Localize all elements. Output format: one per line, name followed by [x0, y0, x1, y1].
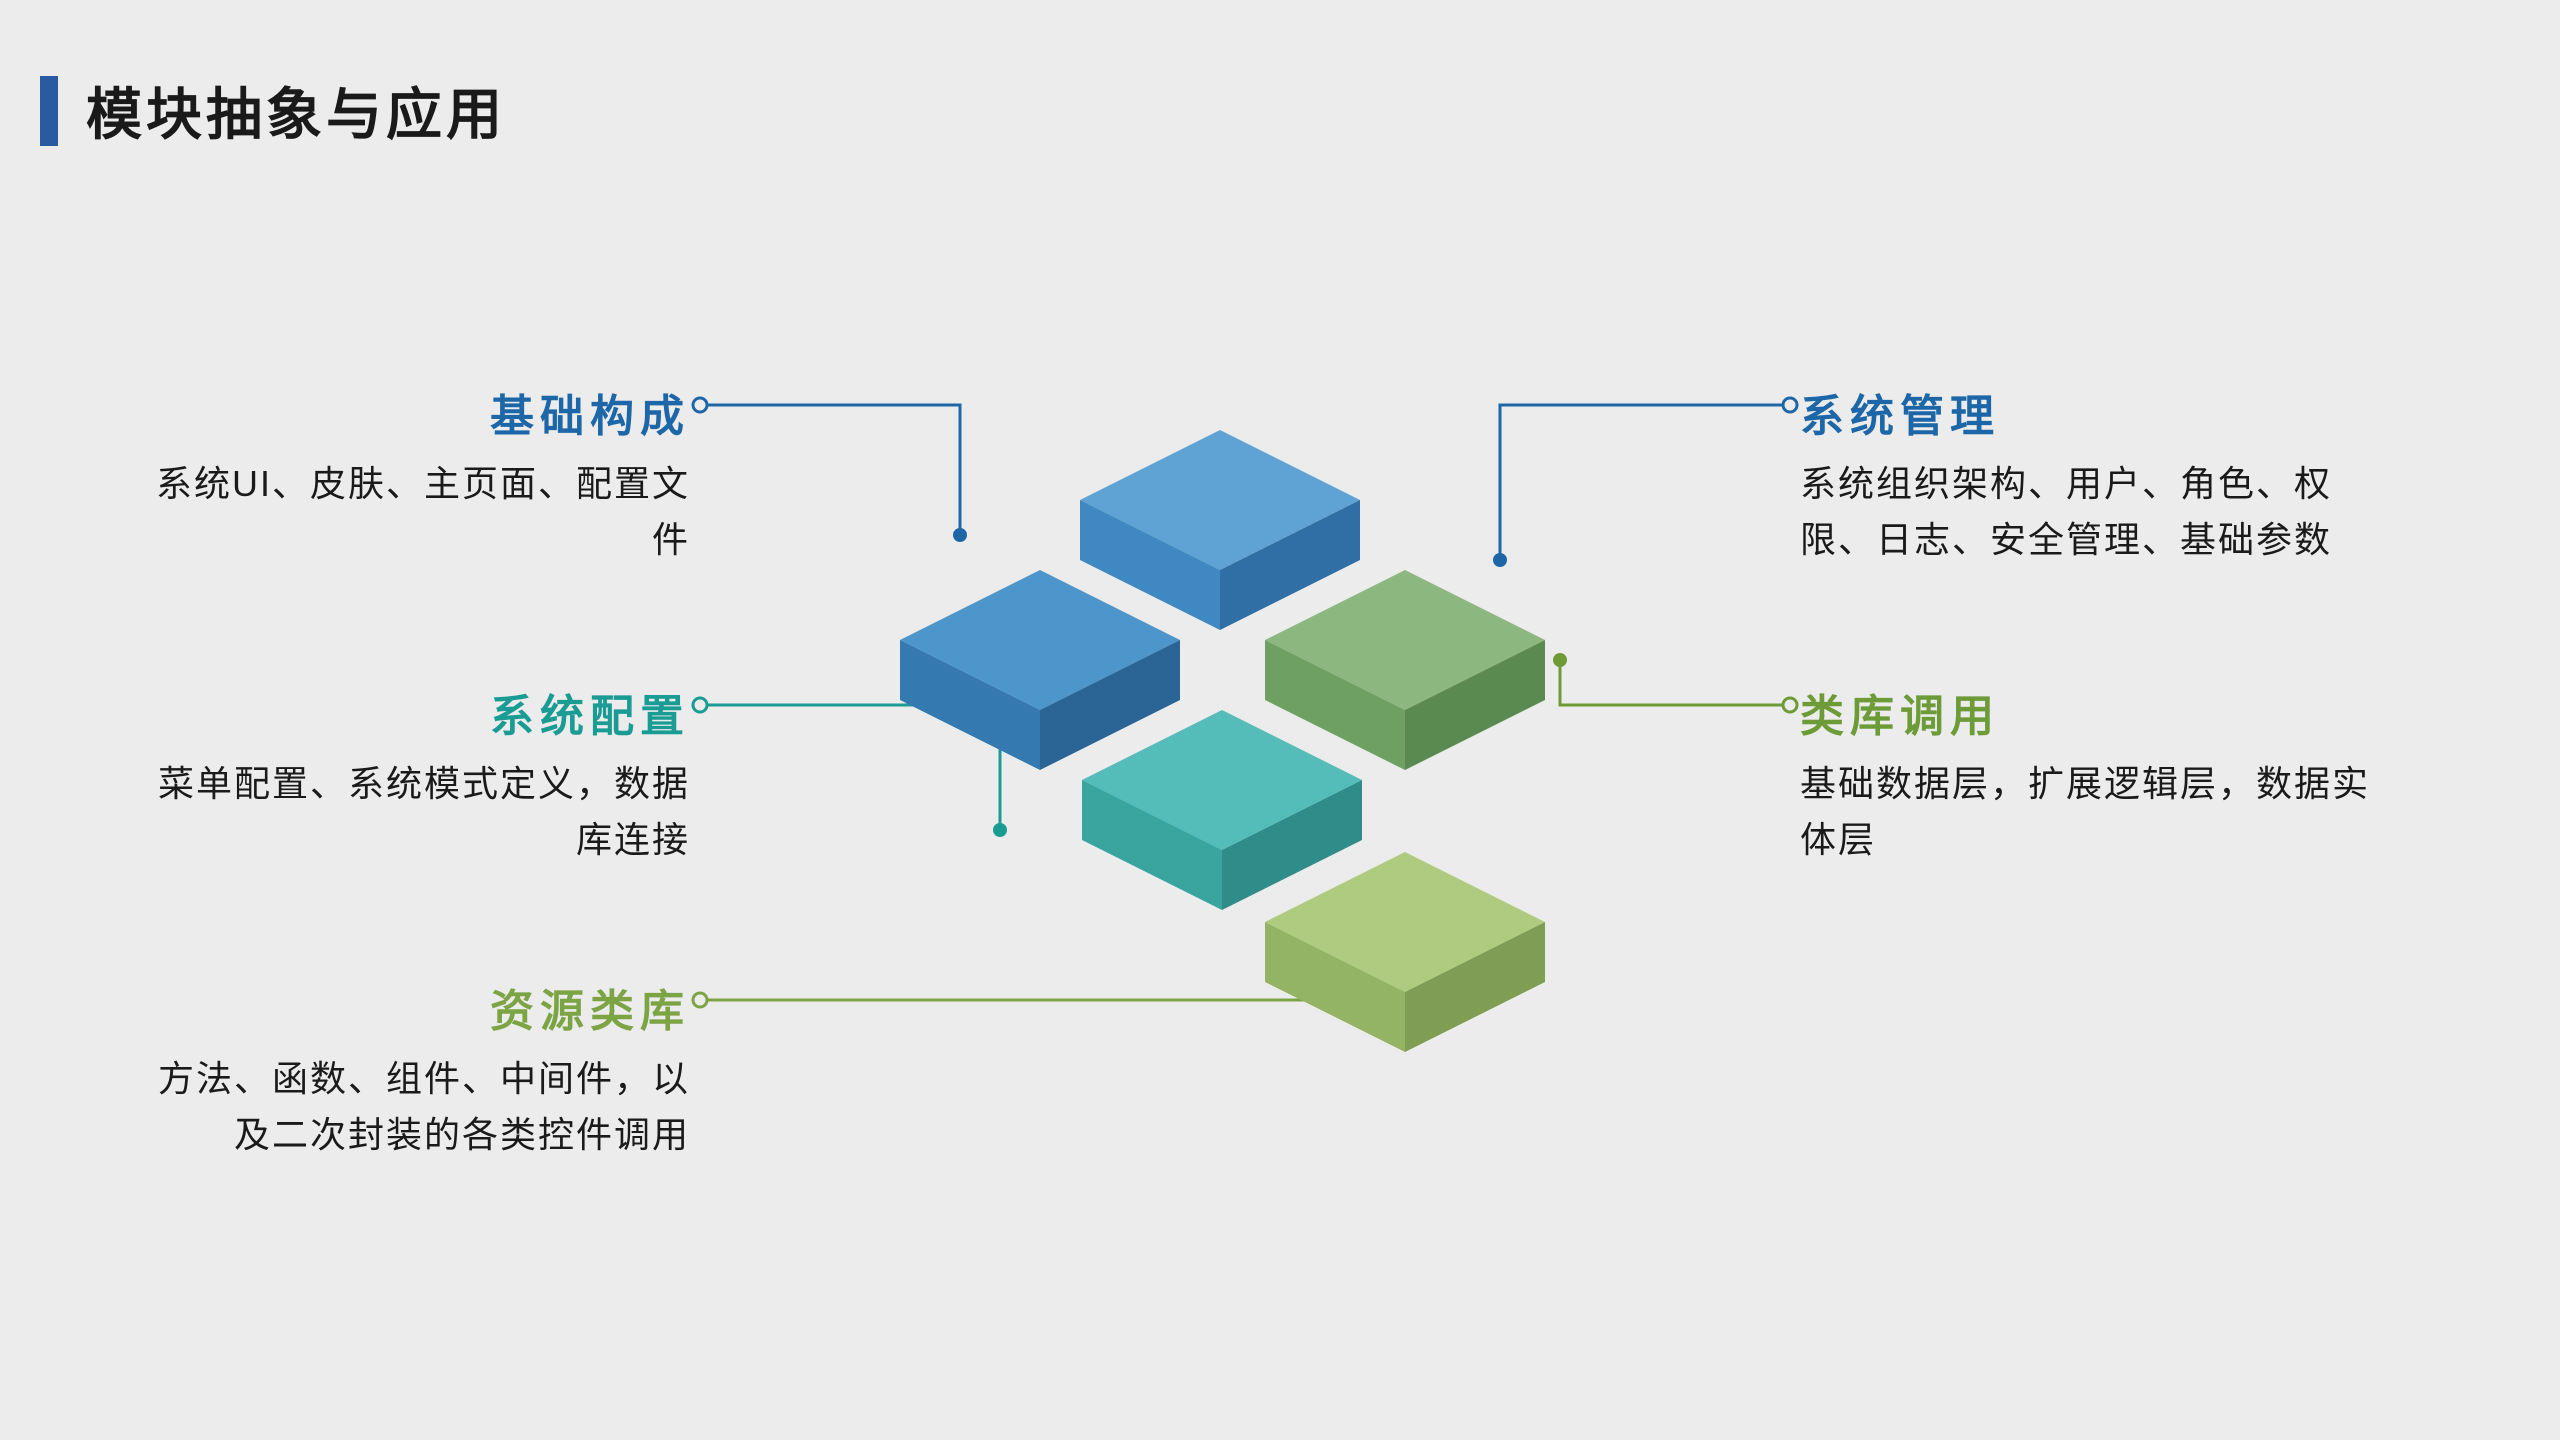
cube-lime [1265, 852, 1545, 1052]
label-resource-lib: 资源类库方法、函数、组件、中间件，以及二次封装的各类控件调用 [130, 975, 690, 1163]
label-desc-resource-lib: 方法、函数、组件、中间件，以及二次封装的各类控件调用 [130, 1051, 690, 1163]
label-title-system-config: 系统配置 [130, 680, 690, 744]
label-title-system-mgmt: 系统管理 [1800, 380, 2400, 444]
label-title-lib-call: 类库调用 [1800, 680, 2400, 744]
label-title-basic-composition: 基础构成 [130, 380, 690, 444]
label-desc-system-config: 菜单配置、系统模式定义，数据库连接 [130, 756, 690, 868]
label-lib-call: 类库调用基础数据层，扩展逻辑层，数据实体层 [1800, 680, 2400, 868]
label-system-mgmt: 系统管理系统组织架构、用户、角色、权限、日志、安全管理、基础参数 [1800, 380, 2400, 568]
label-title-resource-lib: 资源类库 [130, 975, 690, 1039]
label-desc-lib-call: 基础数据层，扩展逻辑层，数据实体层 [1800, 756, 2400, 868]
label-desc-system-mgmt: 系统组织架构、用户、角色、权限、日志、安全管理、基础参数 [1800, 456, 2400, 568]
label-desc-basic-composition: 系统UI、皮肤、主页面、配置文件 [130, 456, 690, 568]
label-basic-composition: 基础构成系统UI、皮肤、主页面、配置文件 [130, 380, 690, 568]
label-system-config: 系统配置菜单配置、系统模式定义，数据库连接 [130, 680, 690, 868]
